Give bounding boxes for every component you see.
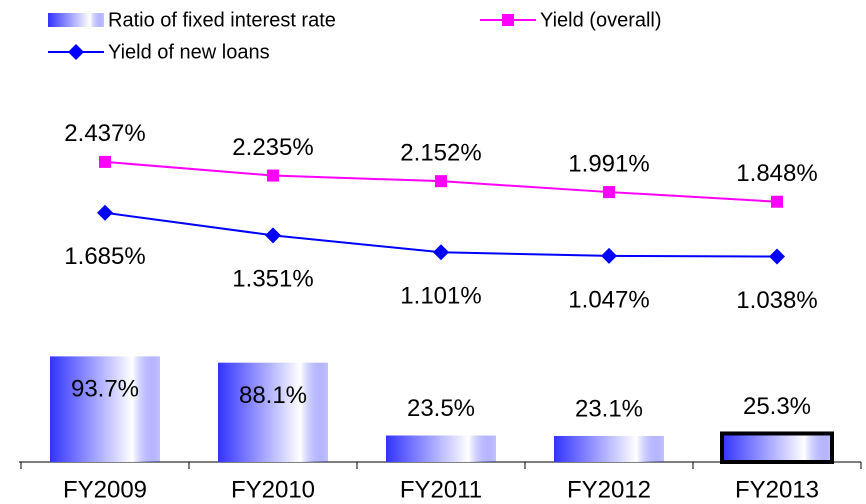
data-label: 23.5% bbox=[407, 395, 475, 422]
bar bbox=[218, 362, 328, 462]
point bbox=[433, 244, 449, 261]
x-tick-label: FY2011 bbox=[400, 476, 482, 503]
point bbox=[435, 175, 447, 188]
point bbox=[603, 186, 615, 199]
x-tick-label: FY2012 bbox=[567, 476, 651, 503]
data-label: 1.991% bbox=[568, 150, 649, 177]
data-label: 2.152% bbox=[400, 140, 481, 167]
point bbox=[601, 247, 617, 264]
legend-marker bbox=[502, 14, 514, 26]
data-label: 1.038% bbox=[736, 287, 817, 314]
legend-label: Ratio of fixed interest rate bbox=[108, 9, 336, 31]
data-label: 1.101% bbox=[400, 283, 481, 310]
legend-label: Yield of new loans bbox=[108, 41, 270, 63]
data-label: 2.235% bbox=[232, 134, 313, 161]
point bbox=[97, 204, 113, 221]
data-label: 1.685% bbox=[64, 243, 145, 270]
data-label: 25.3% bbox=[743, 393, 811, 420]
data-label: 1.848% bbox=[736, 160, 817, 187]
point bbox=[99, 155, 111, 168]
legend-swatch bbox=[48, 13, 104, 27]
data-label: 2.437% bbox=[64, 120, 145, 147]
legend-marker bbox=[68, 44, 84, 60]
bar bbox=[720, 431, 834, 465]
x-tick-label: FY2009 bbox=[63, 476, 147, 503]
legend-label: Yield (overall) bbox=[540, 9, 662, 31]
legend: Ratio of fixed interest rate Yield (overa… bbox=[48, 9, 662, 63]
data-label: 88.1% bbox=[239, 382, 307, 409]
x-tick-label: FY2013 bbox=[735, 476, 819, 503]
bar bbox=[554, 435, 664, 462]
bar bbox=[50, 356, 160, 462]
point bbox=[771, 195, 783, 208]
point bbox=[267, 169, 279, 182]
data-label: 93.7% bbox=[71, 376, 139, 403]
point bbox=[769, 248, 785, 265]
point bbox=[265, 227, 281, 244]
data-label: 23.1% bbox=[575, 395, 643, 422]
x-tick-label: FY2010 bbox=[231, 476, 315, 503]
data-label: 1.047% bbox=[568, 286, 649, 313]
bar bbox=[386, 435, 496, 462]
data-label: 1.351% bbox=[232, 266, 313, 293]
